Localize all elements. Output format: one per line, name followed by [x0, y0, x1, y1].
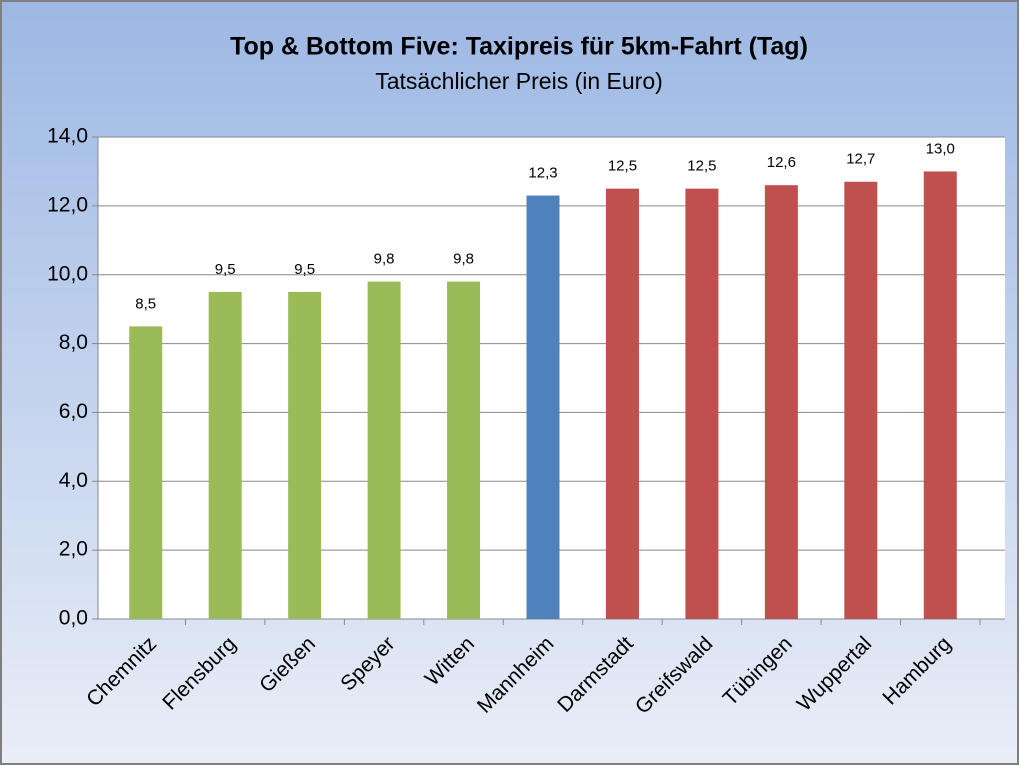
bar: [129, 326, 163, 619]
value-label: 12,5: [687, 158, 716, 175]
y-tick-label: 2,0: [59, 538, 88, 561]
bar: [923, 171, 957, 619]
y-tick-label: 14,0: [47, 125, 88, 148]
bar: [367, 281, 401, 619]
bar: [288, 291, 322, 619]
value-label: 12,5: [608, 158, 637, 175]
value-label: 9,5: [215, 261, 236, 278]
y-tick-label: 12,0: [47, 193, 88, 216]
bar: [605, 188, 639, 619]
value-label: 12,3: [528, 164, 557, 181]
y-tick-label: 10,0: [47, 262, 88, 285]
bar: [764, 185, 798, 619]
y-tick-label: 0,0: [59, 607, 88, 630]
value-label: 9,8: [374, 251, 395, 268]
value-label: 12,6: [767, 154, 796, 171]
chart-subtitle: Tatsächlicher Preis (in Euro): [375, 68, 663, 94]
value-label: 9,5: [294, 261, 315, 278]
y-tick-label: 6,0: [59, 400, 88, 423]
bar: [844, 181, 878, 619]
bar: [447, 281, 481, 619]
bar: [208, 291, 242, 619]
value-label: 13,0: [926, 140, 955, 157]
y-tick-label: 4,0: [59, 469, 88, 492]
value-label: 9,8: [453, 251, 474, 268]
y-tick-label: 8,0: [59, 331, 88, 354]
bar: [526, 195, 560, 619]
value-label: 12,7: [846, 151, 875, 168]
bar: [685, 188, 719, 619]
value-label: 8,5: [135, 295, 156, 312]
chart-title: Top & Bottom Five: Taxipreis für 5km-Fah…: [230, 33, 808, 61]
